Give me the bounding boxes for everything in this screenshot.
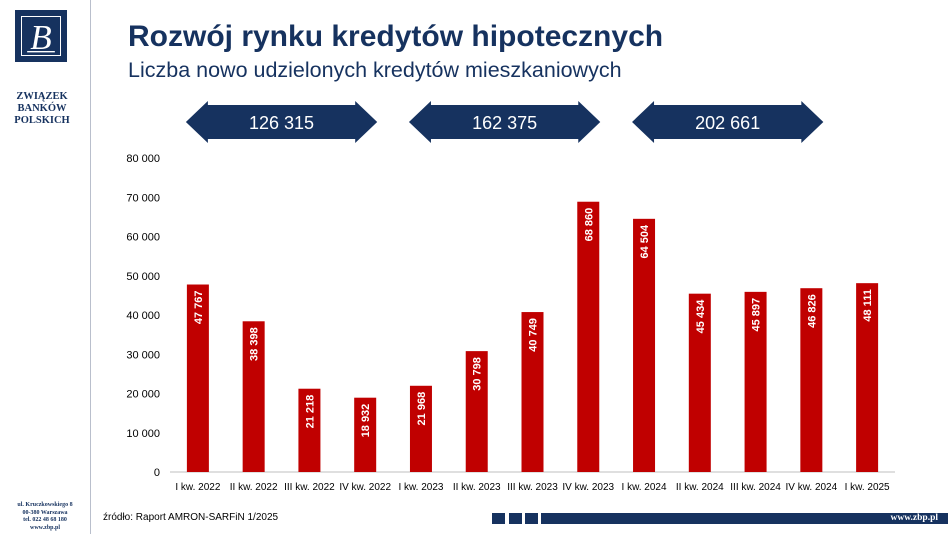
y-tick-label: 50 000 <box>126 271 160 283</box>
y-tick-label: 30 000 <box>126 349 160 361</box>
page-title: Rozwój rynku kredytów hipotecznych <box>128 20 664 53</box>
footer-bar <box>541 513 948 524</box>
double-arrow-icon <box>632 101 824 143</box>
y-tick-label: 60 000 <box>126 232 160 244</box>
logo-emblem-icon: B <box>27 18 55 57</box>
org-address: ul. Kruczkowskiego 8 00-380 Warszawa tel… <box>0 502 90 532</box>
x-tick-label: IV kw. 2023 <box>562 482 614 493</box>
org-name-line: POLSKICH <box>14 115 70 126</box>
website-link[interactable]: www.zbp.pl <box>890 513 938 523</box>
address-line: ul. Kruczkowskiego 8 <box>17 502 73 508</box>
y-tick-label: 10 000 <box>126 428 160 440</box>
x-tick-label: IV kw. 2024 <box>785 482 837 493</box>
bar-value-label: 68 860 <box>583 208 595 242</box>
y-tick-label: 70 000 <box>126 192 160 204</box>
bar <box>242 321 265 472</box>
org-name: ZWIĄZEK BANKÓW POLSKICH <box>0 91 84 127</box>
bar <box>354 397 377 472</box>
x-tick-label: II kw. 2024 <box>676 482 724 493</box>
x-tick-label: I kw. 2023 <box>398 482 443 493</box>
annual-total-label: 162 375 <box>472 113 537 133</box>
x-tick-label: I kw. 2025 <box>845 482 890 493</box>
x-tick-label: II kw. 2023 <box>453 482 501 493</box>
x-tick-label: III kw. 2023 <box>507 482 558 493</box>
source-note: źródło: Raport AMRON-SARFiN 1/2025 <box>103 512 279 523</box>
bar-value-label: 64 504 <box>639 224 651 259</box>
bar <box>856 283 879 472</box>
y-tick-label: 20 000 <box>126 389 160 401</box>
y-tick-label: 0 <box>154 467 160 479</box>
address-line: 00-380 Warszawa <box>22 509 68 516</box>
zbp-logo[interactable]: B <box>15 10 67 62</box>
bar-value-label: 18 932 <box>360 404 372 438</box>
bar-value-label: 45 897 <box>751 298 763 332</box>
x-tick-label: III kw. 2022 <box>284 482 335 493</box>
double-arrow-icon <box>408 101 601 143</box>
footer-block <box>509 513 522 524</box>
bar <box>298 388 321 472</box>
sidebar: B ZWIĄZEK BANKÓW POLSKICH ul. Kruczkowsk… <box>0 0 90 534</box>
bar-value-label: 45 434 <box>695 299 707 334</box>
page-subtitle: Liczba nowo udzielonych kredytów mieszka… <box>128 58 622 82</box>
bar-value-label: 30 798 <box>472 357 484 391</box>
footer-block <box>525 513 538 524</box>
bar-value-label: 47 767 <box>193 291 205 325</box>
double-arrow-icon <box>185 101 378 143</box>
org-name-line: ZWIĄZEK <box>16 91 68 102</box>
bar <box>744 291 767 472</box>
y-tick-label: 40 000 <box>126 310 160 322</box>
bar <box>186 284 209 472</box>
bar <box>465 351 488 472</box>
logo-frame <box>21 16 61 56</box>
x-tick-label: I kw. 2022 <box>175 482 220 493</box>
address-line: www.zbp.pl <box>29 524 60 531</box>
x-tick-label: I kw. 2024 <box>622 482 667 493</box>
footer-block <box>492 513 505 524</box>
bar <box>800 288 823 472</box>
bar <box>577 201 600 473</box>
sidebar-divider <box>90 0 91 534</box>
annual-total-label: 126 315 <box>249 113 314 133</box>
logo-letter: B <box>30 18 51 57</box>
bar-value-label: 48 111 <box>862 289 874 321</box>
annual-total-label: 202 661 <box>695 113 760 133</box>
bar <box>521 312 544 472</box>
address-line: tel. 022 48 68 180 <box>23 517 67 523</box>
org-name-line: BANKÓW <box>17 103 67 114</box>
bar <box>409 385 432 472</box>
y-tick-label: 80 000 <box>126 153 160 165</box>
x-tick-label: II kw. 2022 <box>230 482 278 493</box>
bar-value-label: 40 749 <box>528 318 540 352</box>
x-tick-label: IV kw. 2022 <box>339 482 391 493</box>
bar <box>688 293 711 472</box>
bar-value-label: 21 218 <box>304 395 316 429</box>
bar-value-label: 46 826 <box>806 294 818 328</box>
x-tick-label: III kw. 2024 <box>730 482 781 493</box>
bar-value-label: 21 968 <box>416 392 428 426</box>
bar-value-label: 38 398 <box>249 327 261 361</box>
bar <box>633 218 656 472</box>
